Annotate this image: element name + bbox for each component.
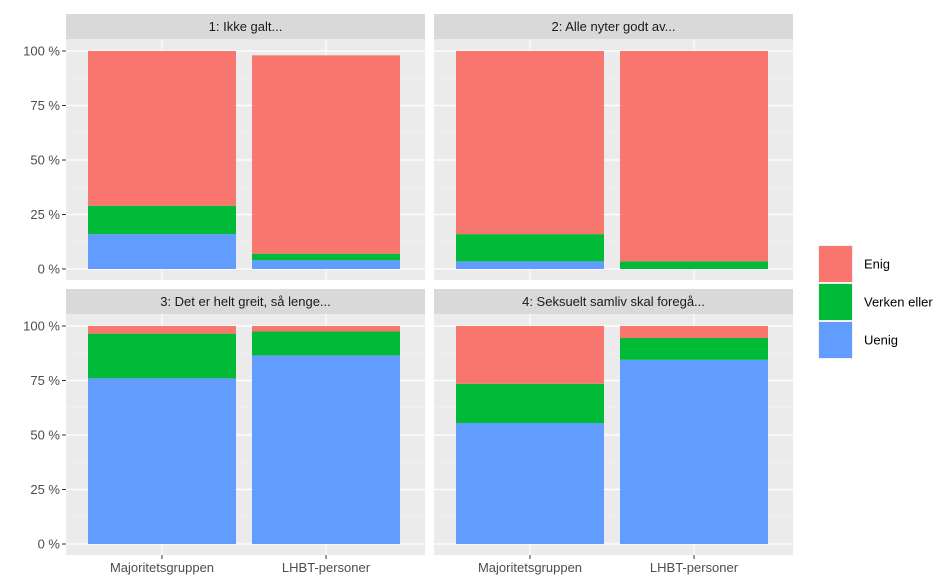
bar-segment: [456, 51, 604, 235]
bar-segment: [456, 326, 604, 384]
y-tick-label: 0 %: [38, 262, 61, 277]
bar-segment: [456, 261, 604, 269]
panel-2: 2: Alle nyter godt av...: [434, 14, 793, 280]
y-tick-label: 75 %: [30, 98, 60, 113]
y-tick-label: 100 %: [23, 319, 60, 334]
bar-segment: [88, 51, 236, 206]
panel-title: 4: Seksuelt samliv skal foregå...: [522, 294, 705, 309]
bar-segment: [88, 205, 236, 235]
bar-segment: [88, 326, 236, 334]
y-tick-label: 25 %: [30, 207, 60, 222]
panel-title: 1: Ikke galt...: [209, 19, 283, 34]
legend-key: [819, 284, 852, 320]
panel-strip: [66, 289, 425, 314]
legend-label: Verken eller: [864, 295, 933, 310]
y-tick-label: 50 %: [30, 428, 60, 443]
legend-label: Enig: [864, 257, 890, 272]
y-tick-label: 100 %: [23, 44, 60, 59]
legend-label: Uenig: [864, 333, 898, 348]
panel-1: 1: Ikke galt... 0 % 25 % 50 % 75 % 100 %: [23, 14, 425, 280]
bar-segment: [620, 326, 768, 338]
panel-4: 4: Seksuelt samliv skal foregå... Majorit…: [434, 289, 793, 575]
bar-segment: [252, 355, 400, 544]
panel-title: 2: Alle nyter godt av...: [551, 19, 675, 34]
panel-strip: [434, 14, 793, 39]
bar-segment: [252, 253, 400, 261]
bar-segment: [456, 423, 604, 544]
bar-segment: [620, 261, 768, 269]
bar-segment: [456, 234, 604, 262]
y-tick-label: 0 %: [38, 537, 61, 552]
bar-segment: [88, 234, 236, 269]
panel-title: 3: Det er helt greit, så lenge...: [160, 294, 331, 309]
bar-segment: [252, 326, 400, 332]
y-tick-label: 50 %: [30, 153, 60, 168]
y-tick-label: 25 %: [30, 482, 60, 497]
x-tick-label: LHBT-personer: [650, 560, 739, 575]
bar-segment: [252, 331, 400, 356]
bar-segment: [456, 383, 604, 424]
bar-segment: [88, 378, 236, 544]
bar-segment: [252, 260, 400, 269]
x-tick-label: Majoritetsgruppen: [478, 560, 582, 575]
x-tick-label: Majoritetsgruppen: [110, 560, 214, 575]
bar-segment: [620, 359, 768, 544]
panel-strip: [66, 14, 425, 39]
bar-segment: [88, 333, 236, 379]
legend-key: [819, 322, 852, 358]
legend-key: [819, 246, 852, 282]
bar-segment: [252, 55, 400, 254]
bar-segment: [620, 337, 768, 360]
y-tick-label: 75 %: [30, 373, 60, 388]
x-tick-label: LHBT-personer: [282, 560, 371, 575]
panel-3: 3: Det er helt greit, så lenge... 0 % 25 %…: [23, 289, 425, 575]
legend: Enig Verken eller Uenig: [818, 245, 933, 359]
bar-segment: [620, 51, 768, 262]
panel-strip: [434, 289, 793, 314]
